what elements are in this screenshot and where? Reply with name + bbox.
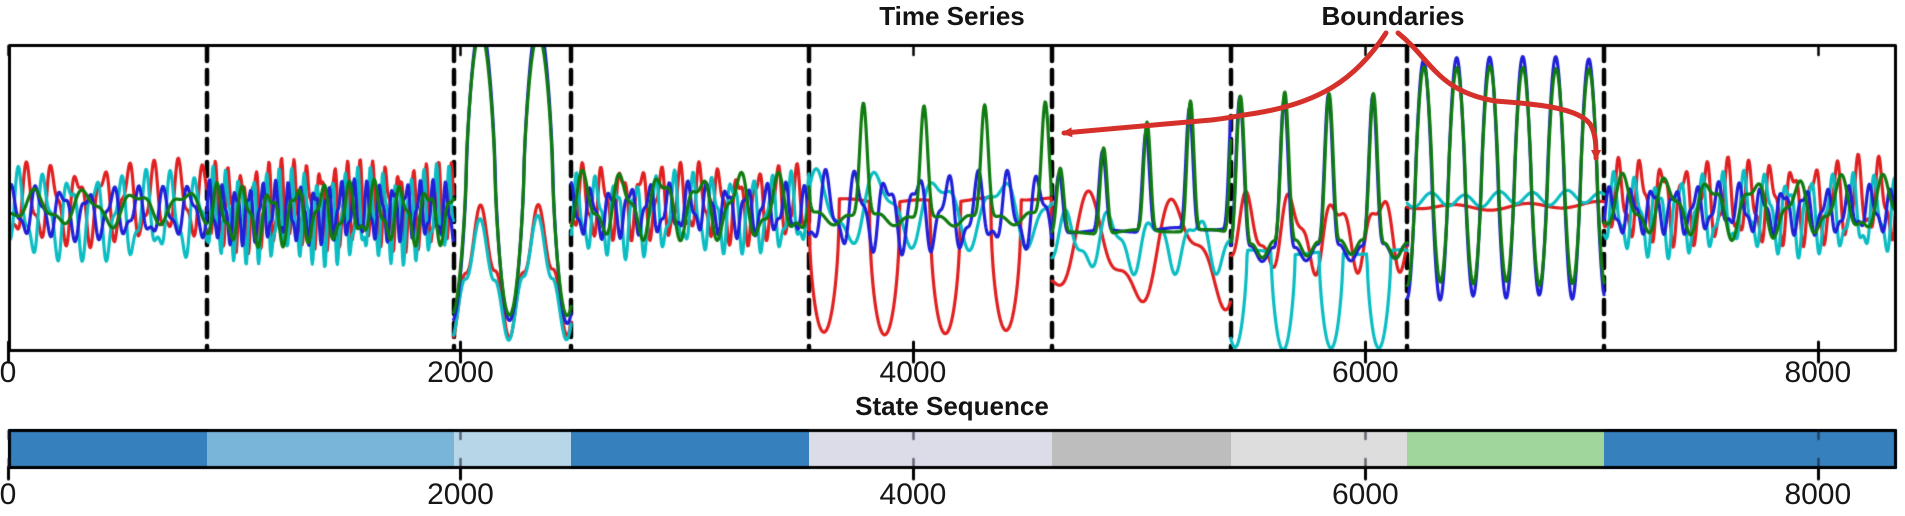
time-series-chart-canvas (0, 0, 1905, 516)
